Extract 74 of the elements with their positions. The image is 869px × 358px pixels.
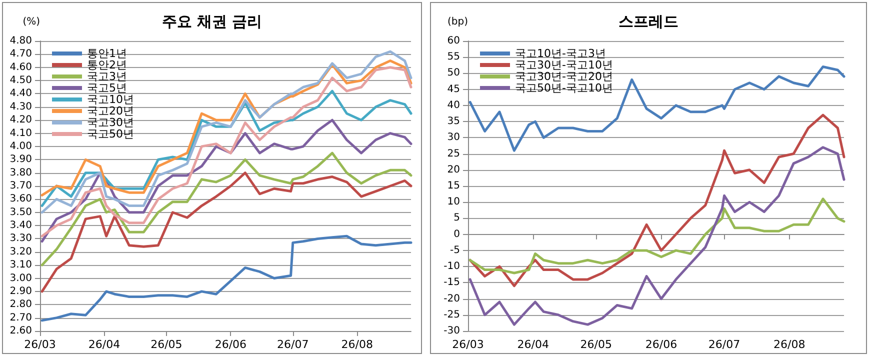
x-tick-label: 26/04 xyxy=(517,338,549,351)
y-tick-label: 4.70 xyxy=(10,48,32,60)
legend-label: 국고30년-국고20년 xyxy=(515,70,613,83)
x-tick-label: 26/04 xyxy=(88,338,120,351)
y-tick-label: -5 xyxy=(450,244,460,256)
y-axis-title: (%) xyxy=(22,16,40,28)
y-tick-label: 4.10 xyxy=(10,128,32,139)
line-series xyxy=(40,50,412,214)
legend-label: 국고30년 xyxy=(87,116,134,129)
y-tick-label: 4.80 xyxy=(10,36,32,46)
legend-label: 국고10년 xyxy=(87,93,134,106)
y-tick-label: 3.60 xyxy=(10,194,32,205)
y-tick-label: 3.50 xyxy=(10,206,32,218)
y-tick-label: 4.00 xyxy=(10,140,32,152)
legend-label: 통안2년 xyxy=(87,58,127,72)
legend-label: 국고5년 xyxy=(87,82,127,94)
chart-title: 스프레드 xyxy=(618,12,678,30)
x-tick-label: 26/08 xyxy=(774,338,806,351)
legend-label: 통안1년 xyxy=(87,47,127,60)
y-tick-label: 3.90 xyxy=(10,154,32,166)
x-tick-label: 26/07 xyxy=(708,338,740,351)
chart-title: 주요 채권 금리 xyxy=(162,12,262,30)
y-tick-label: 15 xyxy=(447,180,460,192)
y-tick-label: 2.90 xyxy=(10,286,32,297)
y-tick-label: 45 xyxy=(447,84,460,95)
y-tick-label: 4.60 xyxy=(10,62,32,73)
line-series xyxy=(40,234,412,322)
x-tick-label: 26/03 xyxy=(24,338,56,351)
y-tick-label: 4.50 xyxy=(10,75,32,86)
line-series xyxy=(40,172,412,293)
y-tick-label: 3.30 xyxy=(10,233,32,244)
y-tick-label: 4.40 xyxy=(10,88,32,100)
y-tick-label: 25 xyxy=(447,148,460,160)
x-tick-label: 26/06 xyxy=(645,338,678,351)
y-axis-title: (bp) xyxy=(448,16,468,28)
y-tick-label: 3.40 xyxy=(10,220,32,232)
y-tick-label: 3.10 xyxy=(10,260,32,271)
y-tick-label: 3.20 xyxy=(10,246,32,258)
x-tick-label: 26/06 xyxy=(214,338,247,351)
y-tick-label: 3.70 xyxy=(10,180,32,192)
y-tick-label: 10 xyxy=(447,196,460,208)
y-tick-label: -20 xyxy=(444,293,460,304)
y-tick-label: -30 xyxy=(444,326,460,336)
x-tick-label: 26/03 xyxy=(452,338,484,351)
legend-label: 국고30년-국고10년 xyxy=(515,58,613,72)
y-tick-label: 2.70 xyxy=(10,312,32,324)
y-tick-label: -25 xyxy=(444,309,460,320)
y-tick-label: 30 xyxy=(447,132,460,144)
legend-label: 국고50년-국고10년 xyxy=(515,82,613,94)
y-tick-label: 5 xyxy=(454,212,460,224)
y-tick-label: 4.20 xyxy=(10,114,32,126)
y-tick-label: 50 xyxy=(447,68,460,79)
y-tick-label: 40 xyxy=(447,100,460,111)
legend-label: 국고3년 xyxy=(87,70,127,83)
y-tick-label: 35 xyxy=(447,116,460,128)
x-tick-label: 26/07 xyxy=(277,338,309,351)
x-tick-label: 26/05 xyxy=(580,338,612,351)
legend-label: 국고10년-국고3년 xyxy=(515,47,606,60)
y-tick-label: 2.60 xyxy=(10,326,32,336)
y-tick-label: 3.00 xyxy=(10,272,32,284)
line-series xyxy=(40,152,412,266)
y-tick-label: 20 xyxy=(447,164,460,176)
x-tick-label: 26/08 xyxy=(341,338,373,351)
y-tick-label: 4.30 xyxy=(10,101,32,112)
y-tick-label: 60 xyxy=(447,36,460,46)
y-tick-label: 2.80 xyxy=(10,299,32,310)
y-tick-label: -15 xyxy=(444,277,460,288)
y-tick-label: 0 xyxy=(454,228,460,240)
y-tick-label: 3.80 xyxy=(10,167,32,178)
y-tick-label: 55 xyxy=(447,52,460,63)
x-tick-label: 26/05 xyxy=(150,338,182,351)
legend-label: 국고20년 xyxy=(87,104,134,118)
y-tick-label: -10 xyxy=(444,261,460,272)
legend-label: 국고50년 xyxy=(87,128,134,140)
